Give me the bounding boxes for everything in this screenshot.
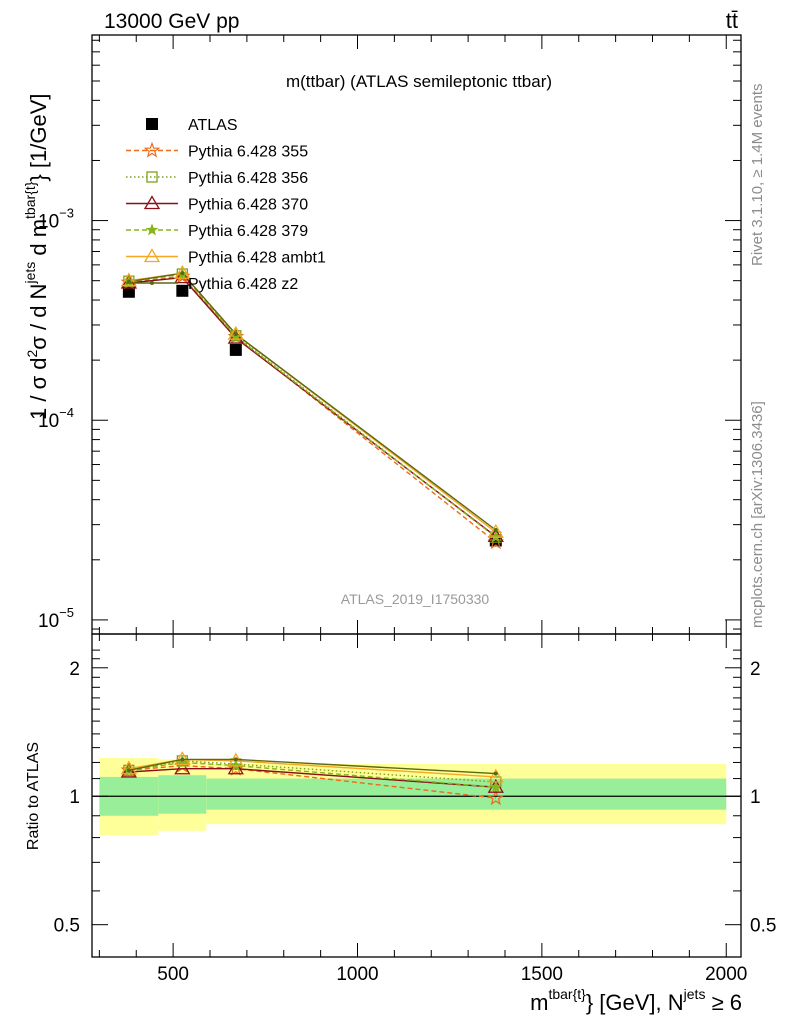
data-point-s0-0: [122, 285, 135, 298]
ratio-point-s5-1: [180, 757, 185, 762]
x-tick-label-500: 500: [157, 964, 189, 985]
x-axis-label: mtbar{t}} [GeV], Njets ≥ 6: [530, 986, 742, 1015]
ratio-y-tick-label-2: 2: [69, 659, 80, 680]
ratio-point-s5-2: [233, 757, 238, 762]
legend-entry-3: Pythia 6.428 370: [188, 197, 308, 214]
x-tick-label-1000: 1000: [336, 964, 378, 985]
ratio-data-layer: [92, 751, 741, 806]
x-tick-label-1500: 1500: [521, 964, 563, 985]
ratio-line-4: [128, 758, 496, 778]
ratio-line-3: [128, 761, 496, 788]
main-axes: 10−310−410−5: [38, 34, 742, 635]
ratio-axes: 500 1000 1500 2000 0.5 0.5 1 1 2 2: [54, 633, 776, 985]
data-point-s5-2: [227, 325, 244, 340]
plot-title: m(ttbar) (ATLAS semileptonic ttbar): [286, 72, 552, 91]
ratio-point-s2-2: [227, 760, 244, 775]
ratio-point-s4-3: [487, 768, 504, 783]
legend-entry-2: Pythia 6.428 356: [188, 170, 308, 187]
series-line-6: [128, 272, 497, 531]
legend-marker-4: [145, 223, 159, 236]
legend: ATLAS Pythia 6.428 355 Pythia 6.428 356 Pyt…: [126, 117, 326, 293]
y-tick-label-2: 10−5: [38, 605, 74, 632]
main-y-axis-label: 1 / σ d2σ / d Njets d mtbar{t}} [1/GeV]: [22, 94, 51, 420]
series-line-5: [128, 272, 497, 533]
main-plot-panel: 10−310−410−5 m(ttbar) (ATLAS semileptoni…: [38, 34, 742, 635]
legend-marker-0: [146, 118, 158, 130]
rivet-version-label: Rivet 3.1.10, ≥ 1.4M events: [749, 84, 766, 267]
ratio-y-tick-label-1: 1: [69, 787, 80, 808]
legend-marker-5: [143, 248, 161, 263]
ratio-point-s4-0: [120, 760, 138, 775]
ratio-line-2: [128, 768, 496, 788]
legend-marker-3: [143, 195, 161, 210]
ratio-point-s3-2: [229, 758, 243, 771]
ratio-y-tick-label-right-2: 2: [750, 659, 761, 680]
data-point-s3-1: [174, 269, 191, 284]
legend-marker-6: [150, 281, 154, 285]
data-point-s6-1: [180, 271, 185, 276]
legend-entry-1: Pythia 6.428 355: [188, 144, 308, 161]
series-line-1: [128, 275, 497, 543]
ratio-frame: [91, 633, 742, 958]
ratio-point-s0-3: [487, 789, 505, 806]
ratio-line-0: [128, 764, 496, 799]
ratio-point-s2-1: [174, 760, 191, 775]
data-point-s6-2: [233, 332, 238, 337]
main-data-layer: [120, 264, 505, 550]
data-point-s0-2: [229, 343, 242, 356]
ratio-point-s3-3: [489, 780, 503, 793]
legend-entry-0: ATLAS: [188, 117, 238, 134]
data-point-s3-0: [120, 274, 138, 289]
ratio-y-tick-label-0.5: 0.5: [54, 916, 80, 937]
analysis-watermark: ATLAS_2019_I1750330: [341, 591, 490, 607]
data-point-s5-1: [174, 264, 191, 279]
legend-entry-4: Pythia 6.428 379: [188, 223, 308, 240]
series-line-4: [128, 273, 497, 538]
stat-uncertainty-bin-1: [158, 775, 207, 814]
ratio-line-1: [128, 760, 496, 783]
energy-label: 13000 GeV pp: [104, 10, 239, 33]
ratio-point-s5-3: [493, 771, 498, 776]
legend-entry-5: Pythia 6.428 ambt1: [188, 250, 326, 267]
ratio-y-tick-label-right-0.5: 0.5: [750, 916, 776, 937]
series-line-2: [128, 273, 497, 538]
legend-entry-6: Pythia 6.428 z2: [188, 276, 298, 293]
ratio-y-tick-label-right-1: 1: [750, 787, 761, 808]
legend-marker-2: [146, 171, 158, 183]
ratio-point-s2-0: [120, 763, 138, 778]
ratio-y-axis-label: Ratio to ATLAS: [25, 742, 42, 850]
data-point-s0-1: [176, 284, 189, 297]
x-tick-label-2000: 2000: [705, 964, 747, 985]
data-point-s6-3: [493, 528, 498, 533]
data-point-s3-2: [227, 329, 244, 344]
ratio-line-5: [128, 758, 496, 775]
process-label: tt̄: [726, 8, 738, 33]
legend-marker-1: [143, 141, 161, 158]
data-point-s5-3: [487, 523, 504, 538]
series-line-3: [128, 276, 497, 537]
ratio-point-s4-1: [174, 751, 191, 766]
ratio-point-s5-0: [126, 768, 131, 773]
mcplots-reference-label: mcplots.cern.ch [arXiv:1306.3436]: [749, 401, 766, 628]
data-point-s5-0: [120, 272, 138, 287]
ratio-plot-panel: 500 1000 1500 2000 0.5 0.5 1 1 2 2: [54, 633, 776, 985]
